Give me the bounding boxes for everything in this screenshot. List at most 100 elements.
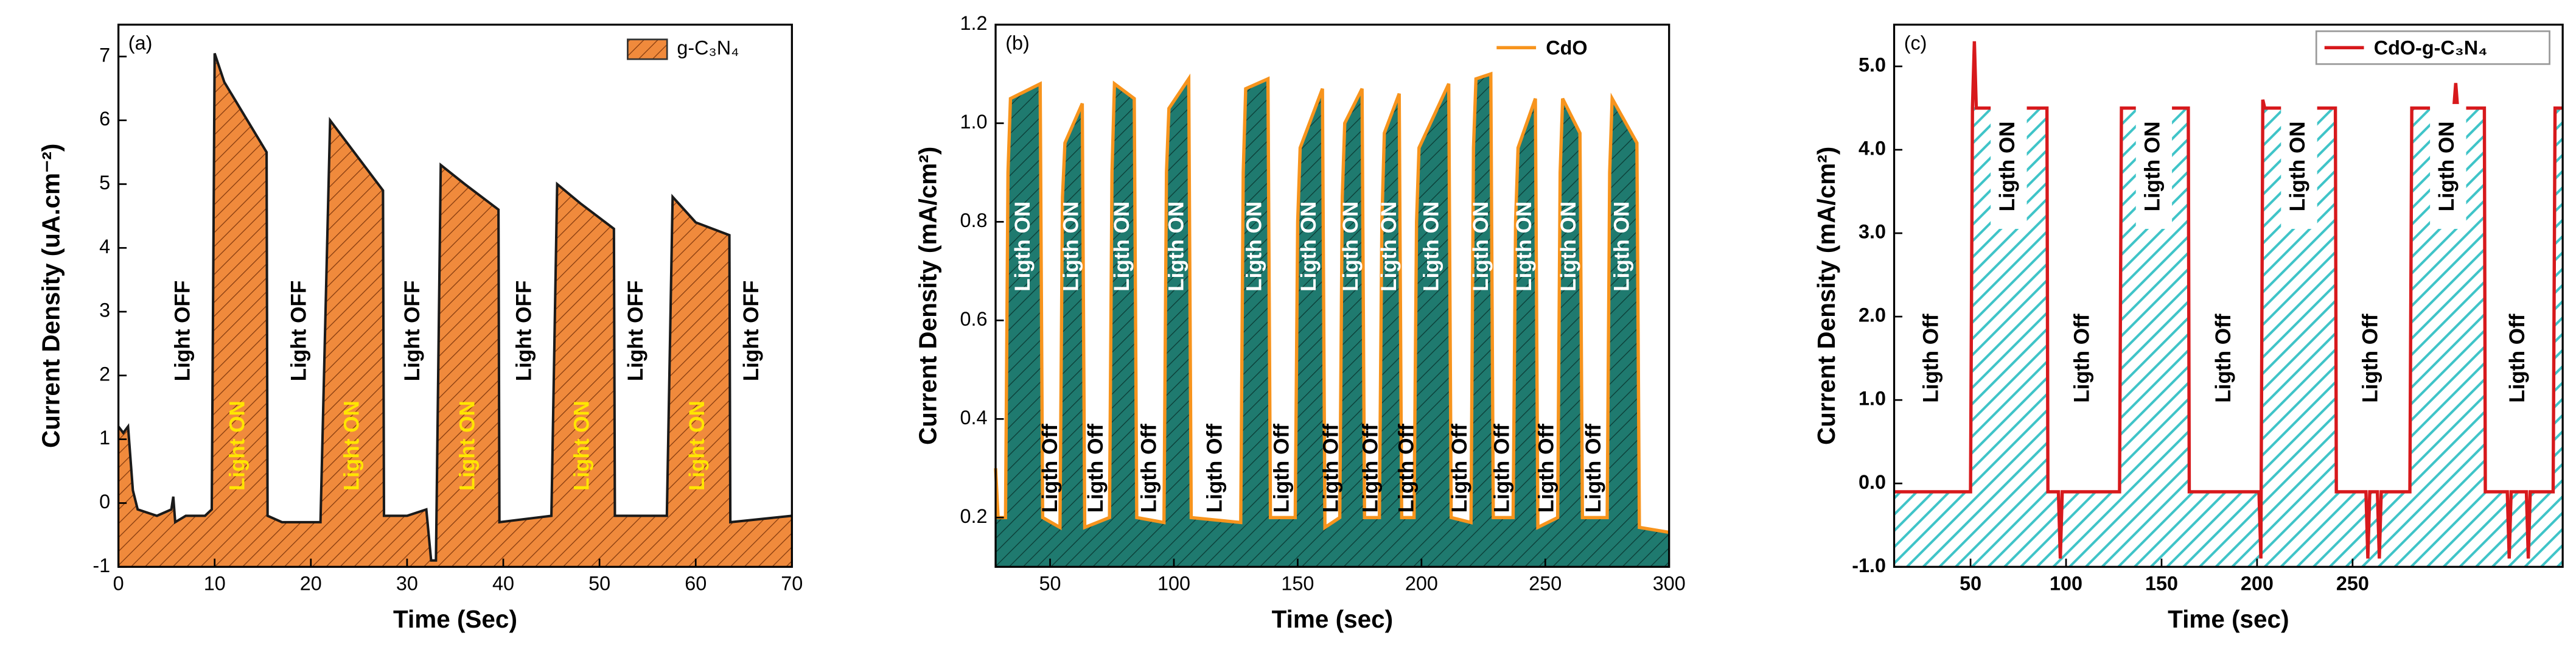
annotation: Ligth Off (1202, 424, 1226, 513)
annotation: Ligth Off (1490, 424, 1513, 513)
legend-label: g-C₃N₄ (677, 37, 739, 59)
annotation: Ligth Off (2211, 313, 2235, 402)
annotation: Light ON (570, 401, 594, 491)
annotation: Light ON (226, 401, 250, 491)
x-tick-label: 20 (300, 573, 322, 595)
annotation: Light ON (685, 401, 709, 491)
annotation: Ligth Off (1038, 424, 1062, 513)
x-tick-label: 50 (1960, 573, 1981, 595)
plot-frame (117, 23, 793, 568)
y-tick-label: 0.6 (960, 308, 988, 330)
line (117, 53, 792, 562)
x-tick-label: 50 (588, 573, 610, 595)
line (994, 71, 1670, 534)
y-tick-label: 2.0 (1859, 304, 1886, 326)
y-tick-label: -1 (92, 555, 110, 576)
label-box (1991, 103, 2027, 229)
annotation: Ligth Off (1359, 424, 1383, 513)
x-tick-label: 60 (685, 573, 707, 595)
annotation: Light OFF (624, 281, 647, 382)
label-box (2281, 103, 2317, 229)
panel-label: (c) (1904, 32, 1927, 54)
y-tick-label: 1 (99, 427, 110, 449)
y-tick-label: 7 (99, 44, 110, 66)
x-tick-label: 30 (396, 573, 418, 595)
annotation: Ligth ON (1377, 201, 1401, 292)
x-tick-label: 200 (1405, 573, 1438, 595)
annotation: Ligth ON (1995, 121, 2019, 211)
annotation: Ligth Off (1084, 424, 1108, 513)
y-tick-label: 3 (99, 299, 110, 321)
y-tick-label: 1.2 (960, 12, 988, 34)
annotation: Ligth ON (1059, 201, 1083, 292)
y-tick-label: 0.2 (960, 505, 988, 527)
y-axis-label: Current Density (uA.cm⁻²) (37, 144, 65, 448)
y-tick-label: 6 (99, 108, 110, 130)
x-tick-label: 40 (492, 573, 514, 595)
y-tick-label: 4 (99, 236, 110, 257)
annotation: Light OFF (739, 281, 763, 382)
panel: CdO Ligth ON Ligth ON Ligth ON Ligth ON Ligth… (914, 12, 1686, 633)
y-tick-label: 5 (99, 172, 110, 194)
annotation: Ligth ON (1011, 201, 1035, 292)
annotation: Ligth ON (1339, 201, 1363, 292)
annotation: Light ON (455, 401, 479, 491)
annotation: Ligth Off (1395, 424, 1419, 513)
legend-label: CdO-g-C₃N₄ (2374, 37, 2488, 59)
panel: g-C₃N₄ Light OFF Light OFF Light OFF Light O… (37, 23, 803, 633)
annotation: Ligth Off (1137, 424, 1161, 513)
annotation: Ligth Off (1919, 313, 1943, 402)
annotation: Ligth ON (1243, 201, 1266, 292)
x-tick-label: 100 (1157, 573, 1190, 595)
annotation: Light OFF (400, 281, 424, 382)
legend-swatch (627, 38, 668, 60)
y-tick-label: 1.0 (960, 111, 988, 133)
x-axis-label: Time (sec) (2168, 605, 2289, 633)
annotation: Ligth ON (1610, 201, 1634, 292)
y-tick-label: 4.0 (1859, 138, 1886, 159)
annotation: Light OFF (512, 281, 536, 382)
y-tick-label: 0.8 (960, 209, 988, 231)
annotation: Ligth ON (1164, 201, 1188, 292)
annotation: Ligth ON (1419, 201, 1443, 292)
x-tick-label: 150 (2145, 573, 2178, 595)
annotation: Ligth ON (1110, 201, 1134, 292)
annotation: Ligth Off (2070, 313, 2094, 402)
annotation: Ligth Off (2505, 313, 2529, 402)
x-tick-label: 150 (1281, 573, 1314, 595)
y-tick-label: 0.0 (1859, 471, 1886, 493)
x-tick-label: 250 (2336, 573, 2369, 595)
annotation: Ligth Off (1582, 424, 1605, 513)
annotation: Ligth ON (1557, 201, 1580, 292)
x-tick-label: 250 (1529, 573, 1562, 595)
annotation: Ligth ON (1512, 201, 1536, 292)
x-tick-label: 50 (1039, 573, 1061, 595)
annotation: Ligth Off (1319, 424, 1343, 513)
annotation: Light OFF (287, 281, 311, 382)
annotation: Ligth ON (2141, 121, 2165, 211)
panel-label: (a) (128, 32, 153, 54)
legend-label: CdO (1546, 37, 1587, 59)
y-axis-label: Current Density (mA/cm²) (914, 147, 942, 445)
label-box (2135, 103, 2173, 229)
label-box (2430, 103, 2466, 229)
annotation: Ligth ON (2286, 121, 2309, 211)
y-tick-label: 1.0 (1859, 388, 1886, 410)
x-tick-label: 0 (113, 573, 124, 595)
annotation: Light OFF (170, 281, 194, 382)
y-tick-label: -1.0 (1852, 555, 1886, 576)
panel-label: (b) (1005, 32, 1030, 54)
annotation: Ligth Off (1535, 424, 1559, 513)
x-tick-label: 10 (204, 573, 226, 595)
y-tick-label: 0.4 (960, 407, 988, 429)
y-tick-label: 3.0 (1859, 221, 1886, 243)
y-tick-label: 5.0 (1859, 54, 1886, 76)
x-axis-label: Time (Sec) (393, 605, 517, 633)
y-tick-label: 2 (99, 363, 110, 385)
plot-frame (1893, 23, 2564, 568)
annotation: Ligth Off (1448, 424, 1471, 513)
panel: CdO-g-C₃N₄ Ligth Off Ligth Off Ligth Off Lig… (1812, 23, 2564, 633)
x-axis-label: Time (sec) (1272, 605, 1393, 633)
